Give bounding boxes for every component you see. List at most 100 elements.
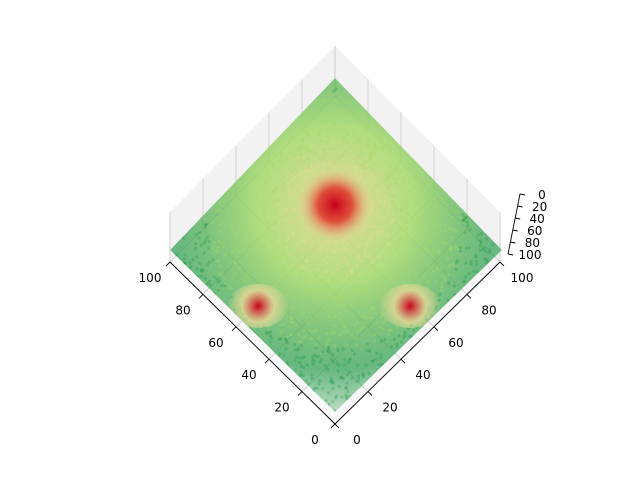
scatter-point — [336, 347, 340, 351]
scatter-point — [365, 315, 369, 319]
scatter-point — [351, 167, 355, 171]
scatter-point — [432, 225, 437, 229]
scatter-point — [319, 113, 323, 117]
scatter-point — [302, 309, 306, 314]
scatter-point — [263, 235, 267, 239]
scatter-point — [352, 130, 356, 134]
scatter-point — [314, 346, 318, 350]
scatter-point — [308, 127, 312, 132]
scatter-point — [406, 202, 410, 206]
scatter-point — [426, 268, 430, 272]
scatter-point — [255, 268, 259, 272]
scatter-point — [461, 213, 465, 217]
scatter-point — [458, 215, 462, 220]
scatter-point — [352, 132, 356, 136]
scatter-point — [385, 144, 389, 148]
scatter-point — [273, 247, 277, 251]
scatter-point — [339, 260, 344, 265]
scatter-point — [377, 363, 381, 367]
scatter-point — [391, 202, 395, 206]
scatter-point — [268, 334, 273, 338]
scatter-point — [368, 237, 373, 241]
scatter-point — [381, 277, 385, 281]
scatter-point — [345, 273, 349, 277]
scatter-point — [212, 275, 216, 279]
scatter-point — [446, 272, 450, 276]
scatter-point — [447, 273, 451, 277]
scatter-point — [314, 298, 318, 302]
scatter-point — [407, 234, 411, 238]
scatter-point — [235, 247, 239, 251]
scatter-point — [369, 150, 373, 155]
scatter-point — [275, 147, 279, 151]
scatter-point — [328, 277, 332, 281]
scatter-point — [366, 239, 370, 243]
scatter-point — [294, 285, 298, 289]
scatter-point — [231, 221, 235, 225]
scatter-point — [389, 183, 393, 187]
scatter-point — [292, 208, 296, 212]
scatter-point — [364, 166, 368, 170]
scatter-point — [202, 251, 206, 255]
scatter-point — [379, 314, 384, 318]
scatter-point — [333, 315, 337, 319]
scatter-point — [207, 279, 211, 283]
scatter-point — [262, 213, 266, 218]
scatter-point — [203, 241, 207, 245]
scatter-point — [359, 325, 363, 329]
scatter-point — [213, 240, 217, 244]
scatter-point — [390, 194, 394, 198]
scatter-point — [299, 343, 303, 347]
scatter-point — [333, 300, 337, 304]
scatter-point — [323, 289, 327, 293]
scatter-point — [387, 176, 391, 180]
scatter-point — [344, 100, 348, 105]
scatter-point — [429, 192, 433, 196]
y-axis-tick — [198, 294, 204, 299]
scatter-point — [403, 254, 407, 258]
scatter-point — [399, 237, 403, 241]
scatter-point — [426, 280, 430, 284]
scatter-point — [357, 138, 361, 142]
scatter-point — [305, 146, 310, 150]
scatter-point — [376, 233, 380, 237]
scatter-point — [401, 276, 405, 280]
scatter-point — [336, 295, 340, 300]
scatter-point — [350, 348, 354, 352]
scatter-point — [281, 182, 285, 186]
scatter-point — [299, 271, 303, 275]
scatter-point — [325, 111, 329, 115]
scatter-point — [272, 278, 276, 283]
scatter-point — [478, 238, 482, 242]
scatter-point — [361, 281, 365, 285]
scatter-point — [372, 307, 376, 311]
scatter-point — [449, 247, 453, 251]
scatter-point — [337, 262, 341, 267]
scatter-point — [330, 97, 334, 101]
scatter-point — [314, 329, 318, 333]
scatter-point — [450, 215, 454, 219]
scatter-point — [437, 250, 441, 255]
scatter-point — [459, 249, 463, 253]
scatter-point — [352, 352, 356, 356]
scatter-point — [396, 168, 400, 172]
scatter-point — [343, 302, 347, 306]
scatter-point — [265, 159, 269, 163]
scatter-point — [199, 274, 203, 278]
scatter-point — [390, 328, 394, 332]
scatter-point — [388, 197, 392, 201]
scatter-point — [400, 237, 404, 241]
scatter-point — [462, 279, 467, 283]
scatter-point — [353, 324, 357, 328]
scatter-point — [410, 216, 414, 220]
scatter-point — [484, 258, 488, 262]
scatter-point — [374, 311, 378, 315]
scatter-point — [275, 283, 279, 287]
scatter-point — [277, 203, 281, 207]
scatter-point — [355, 115, 359, 119]
scatter-point — [260, 274, 264, 278]
scatter-point — [323, 282, 327, 286]
z-tick-label: 80 — [525, 236, 540, 250]
scatter-point — [317, 156, 321, 160]
scatter-point — [422, 182, 426, 186]
